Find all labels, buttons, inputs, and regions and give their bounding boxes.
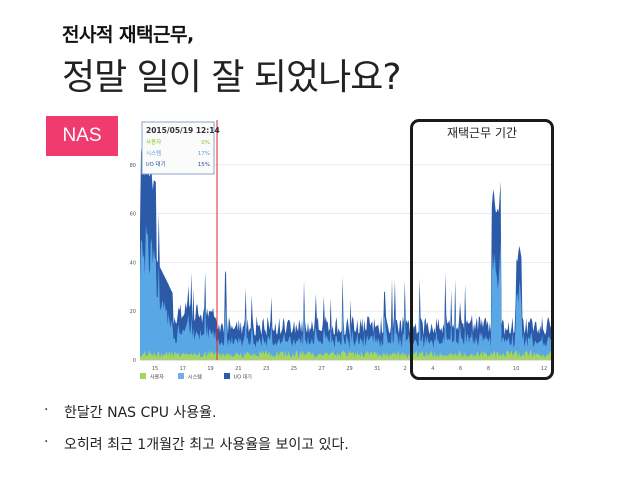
user-area <box>140 350 554 360</box>
slide-title: 전사적 재택근무, <box>62 24 194 46</box>
x-tick-label: 21 <box>235 366 241 372</box>
x-tick-label: 10 <box>513 366 519 372</box>
chart-legend: 사용자 시스템 I/O 대기 <box>140 373 252 381</box>
y-tick-label: 20 <box>130 309 136 315</box>
system-area <box>140 223 554 360</box>
bullet-list: · 한달간 NAS CPU 사용율. · 오히려 최근 1개월간 최고 사용율을 보… <box>44 402 349 466</box>
x-tick-label: 8 <box>487 366 490 372</box>
bullet-item: · 한달간 NAS CPU 사용율. <box>44 402 349 434</box>
tooltip-user-value: 0% <box>201 140 210 146</box>
x-tick-label: 17 <box>180 366 186 372</box>
x-tick-label: 31 <box>374 366 380 372</box>
slide-subtitle: 정말 일이 잘 되었나요? <box>62 57 402 98</box>
y-tick-label: 60 <box>130 212 136 218</box>
y-tick-label: 80 <box>130 163 136 169</box>
x-tick-label: 19 <box>207 366 213 372</box>
tooltip-system-value: 17% <box>198 151 210 157</box>
tooltip-iowait-value: 15% <box>198 162 210 168</box>
legend-swatch <box>224 373 230 379</box>
bullet-text: 오히려 최근 1개월간 최고 사용율을 보이고 있다. <box>64 437 349 453</box>
x-tick-label: 15 <box>152 366 158 372</box>
bullet-dot-icon: · <box>44 434 49 450</box>
legend-label: 시스템 <box>188 374 202 381</box>
tooltip-date: 2015/05/19 12:14 <box>146 126 220 135</box>
x-tick-label: 27 <box>319 366 325 372</box>
legend-swatch <box>178 373 184 379</box>
bullet-text: 한달간 NAS CPU 사용율. <box>64 405 217 421</box>
x-tick-label: 25 <box>291 366 297 372</box>
bullet-dot-icon: · <box>44 402 49 418</box>
tooltip-system-label: 시스템 <box>146 150 161 157</box>
nas-badge: NAS <box>46 116 118 156</box>
tooltip-box: 2015/05/19 12:14 사용자 0% 시스템 17% I/O 대기 1… <box>141 121 220 175</box>
x-tick-label: 12 <box>541 366 547 372</box>
cpu-usage-chart: 0 20 40 60 80 15 17 19 21 23 25 27 29 31 2 4 6 8 10 12 201… <box>130 116 556 381</box>
legend-swatch <box>140 373 146 379</box>
x-tick-label: 23 <box>263 366 269 372</box>
legend-label: I/O 대기 <box>234 374 252 381</box>
y-tick-label: 0 <box>133 358 136 364</box>
tooltip-user-label: 사용자 <box>146 138 161 146</box>
x-tick-label: 29 <box>346 366 352 372</box>
x-tick-label: 4 <box>431 366 434 372</box>
x-tick-label: 6 <box>459 366 462 372</box>
remote-work-period-label: 재택근무 기간 <box>446 126 518 140</box>
legend-label: 사용자 <box>150 374 164 381</box>
remote-work-period-highlight <box>410 119 554 380</box>
bullet-item: · 오히려 최근 1개월간 최고 사용율을 보이고 있다. <box>44 434 349 466</box>
x-tick-label: 2 <box>403 366 406 372</box>
tooltip-iowait-label: I/O 대기 <box>146 160 166 168</box>
y-tick-label: 40 <box>130 260 136 266</box>
